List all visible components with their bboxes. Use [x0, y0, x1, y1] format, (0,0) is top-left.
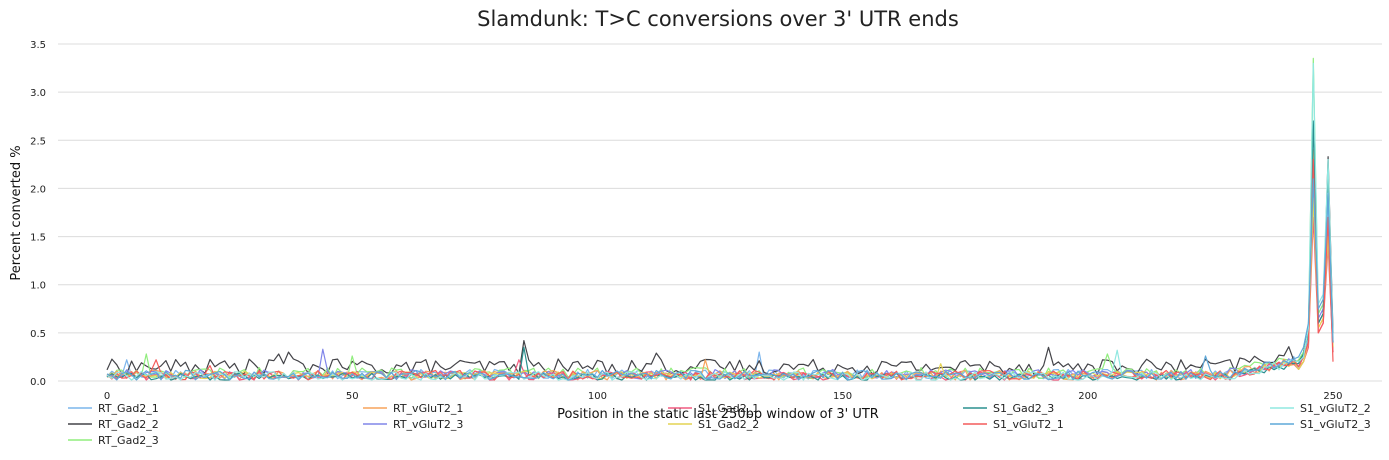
legend-item[interactable]: S1_Gad2_1	[698, 402, 759, 415]
legend-item[interactable]: RT_Gad2_3	[98, 434, 159, 447]
series-line-RT_vGluT2_1	[106, 149, 1334, 381]
series-lines	[106, 57, 1334, 381]
legend-item[interactable]: S1_vGluT2_1	[993, 418, 1064, 431]
series-line-S1_Gad2_2	[106, 197, 1334, 380]
y-tick-label: 3.5	[30, 40, 46, 51]
y-tick-label: 2.0	[30, 184, 46, 195]
legend-item[interactable]: RT_vGluT2_3	[393, 418, 463, 431]
series-line-S1_vGluT2_1	[106, 158, 1334, 381]
x-tick-labels: 0 50 100 150 200 250	[104, 391, 1343, 402]
x-tick-label: 50	[346, 391, 359, 402]
series-line-RT_Gad2_2	[106, 156, 1334, 375]
legend-item[interactable]: RT_Gad2_2	[98, 418, 159, 431]
x-tick-label: 150	[833, 391, 852, 402]
y-tick-label: 3.0	[30, 88, 46, 99]
x-tick-label: 0	[104, 391, 110, 402]
series-line-RT_vGluT2_3	[106, 187, 1334, 380]
x-axis-label: Position in the static last 250bp window…	[557, 407, 879, 422]
legend-item[interactable]: RT_vGluT2_1	[393, 402, 463, 415]
legend-item[interactable]: S1_Gad2_2	[698, 418, 759, 431]
legend-item[interactable]: S1_vGluT2_3	[1300, 418, 1371, 431]
x-tick-label: 200	[1078, 391, 1097, 402]
legend-item[interactable]: S1_vGluT2_2	[1300, 402, 1371, 415]
grid-lines	[58, 43, 1382, 382]
x-tick-label: 100	[588, 391, 607, 402]
series-line-S1_vGluT2_2	[106, 62, 1334, 381]
chart-title: Slamdunk: T>C conversions over 3' UTR en…	[477, 7, 959, 31]
x-tick-label: 250	[1323, 391, 1342, 402]
series-line-S1_vGluT2_3	[106, 178, 1334, 381]
legend: RT_Gad2_1 RT_Gad2_2 RT_Gad2_3 RT_vGluT2_1 RT…	[68, 402, 1371, 447]
series-line-S1_Gad2_3	[106, 120, 1334, 381]
y-tick-label: 1.0	[30, 281, 46, 292]
series-line-RT_Gad2_1	[106, 183, 1334, 380]
legend-item[interactable]: RT_Gad2_1	[98, 402, 159, 415]
legend-item[interactable]: S1_Gad2_3	[993, 402, 1054, 415]
y-tick-label: 2.5	[30, 136, 46, 147]
y-tick-label: 1.5	[30, 233, 46, 244]
y-tick-label: 0.5	[30, 329, 46, 340]
y-tick-label: 0.0	[30, 377, 46, 388]
y-axis-label: Percent converted %	[9, 145, 24, 280]
series-line-RT_Gad2_3	[106, 57, 1334, 380]
y-tick-labels: 0.0 0.5 1.0 1.5 2.0 2.5 3.0 3.5	[30, 40, 46, 388]
